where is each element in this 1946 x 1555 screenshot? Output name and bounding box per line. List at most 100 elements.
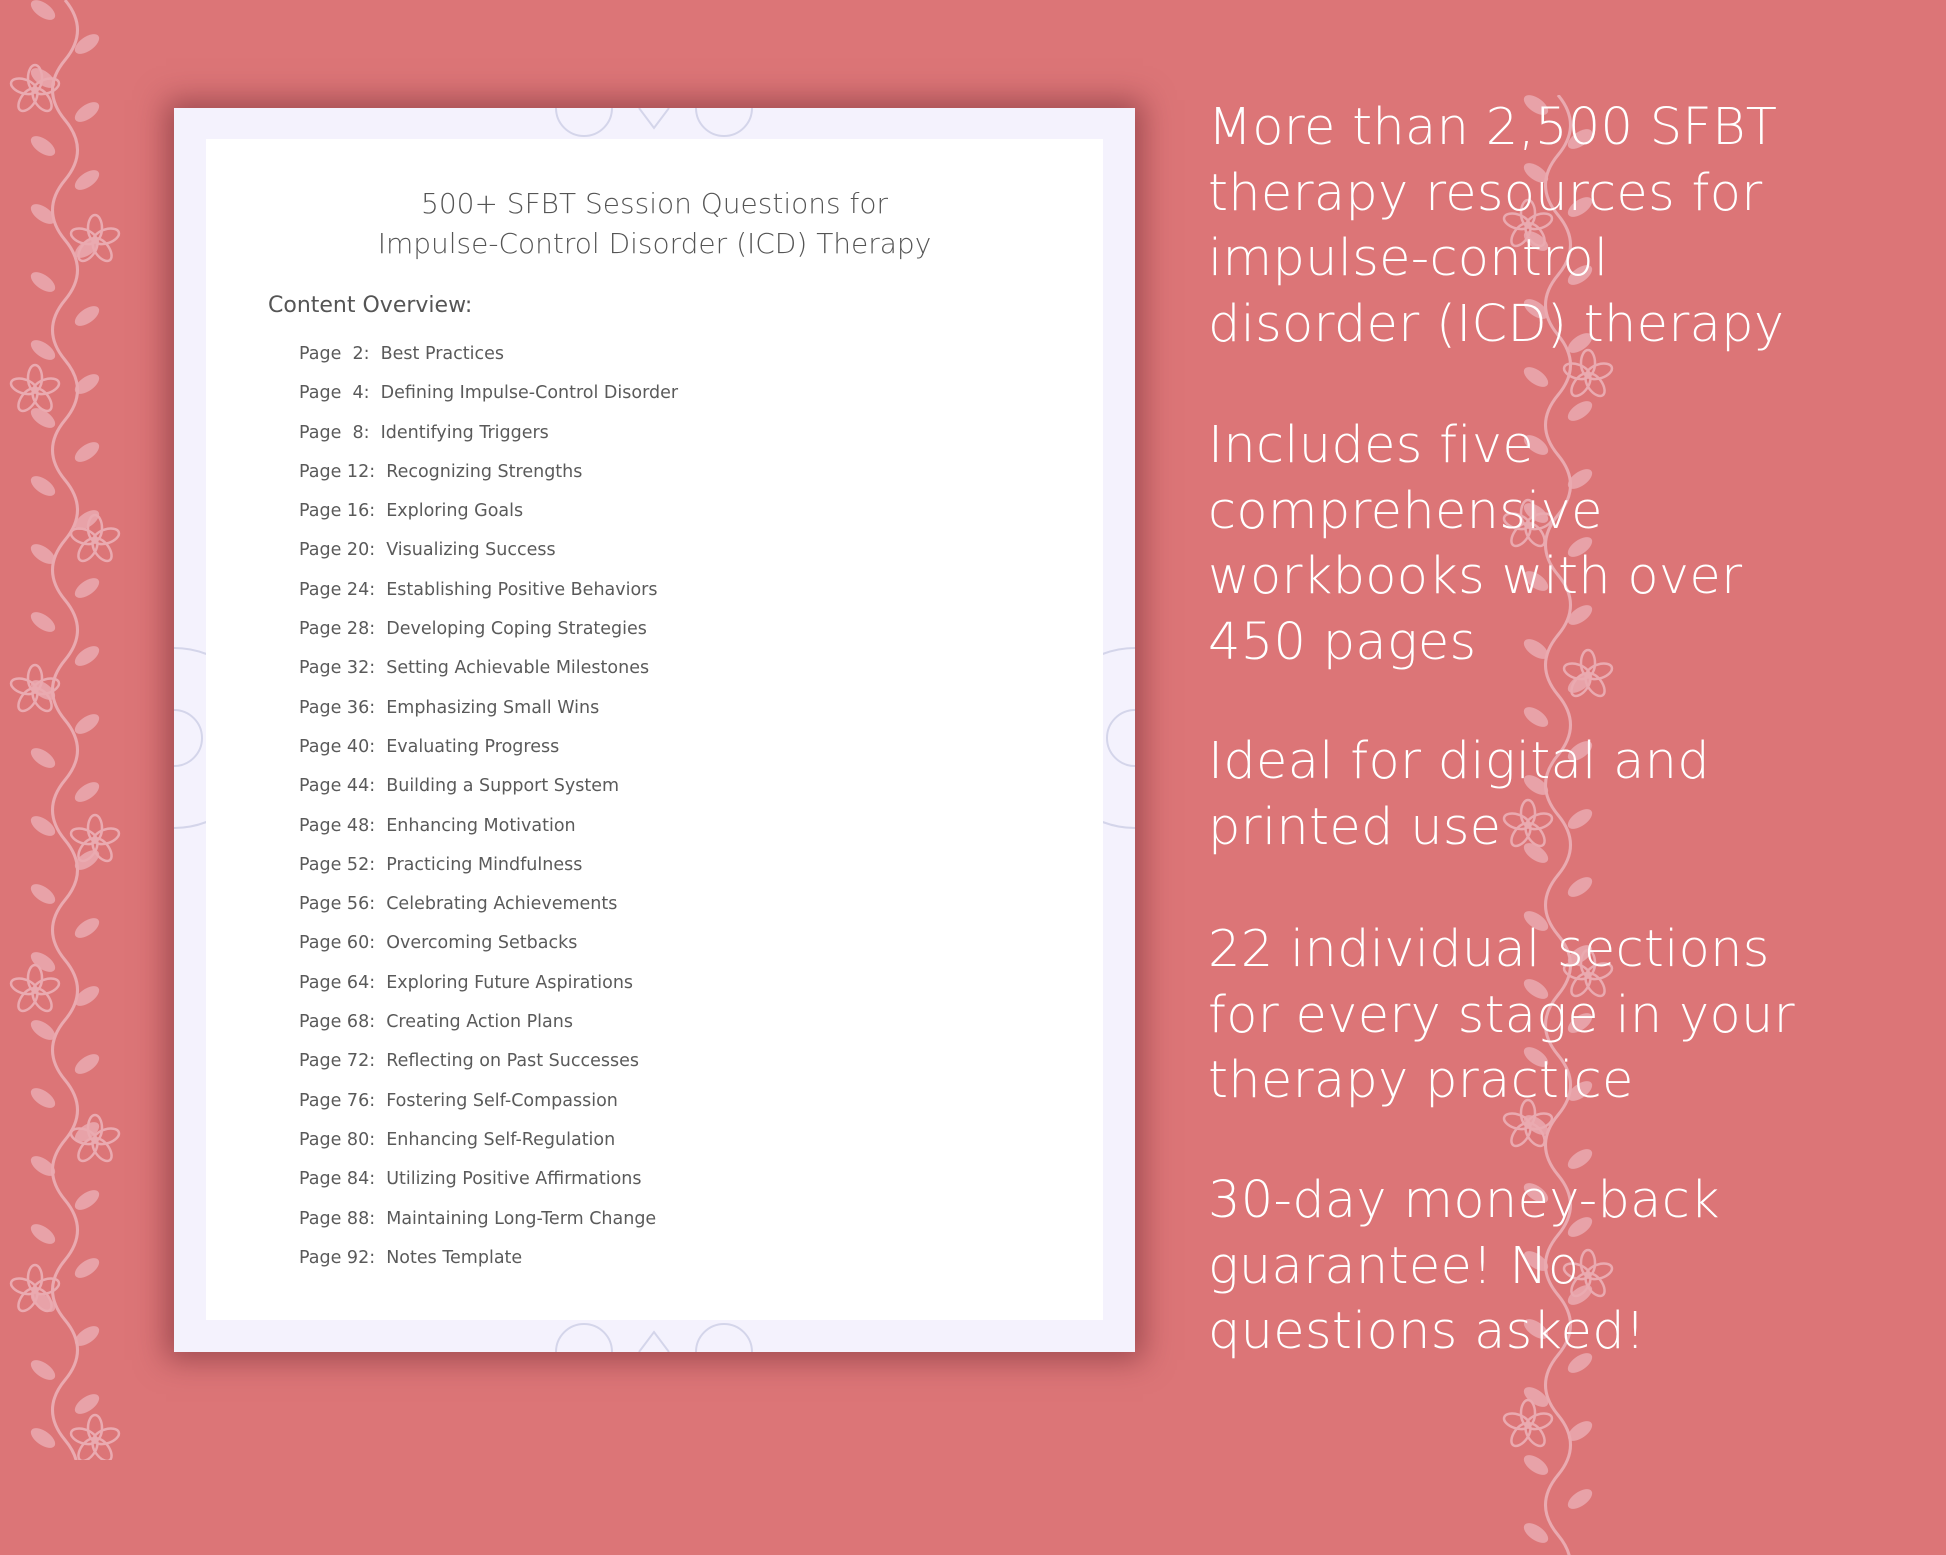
vine-leaf	[1523, 1523, 1549, 1543]
vine-leaf	[1567, 401, 1593, 421]
vine-leaf	[1523, 707, 1549, 727]
vine-flower	[1502, 1098, 1554, 1148]
feature-digital-printed: Ideal for digital and printed use	[1208, 732, 1710, 857]
vine-leaf	[1567, 1081, 1593, 1101]
toc-item: Page 72: Reflecting on Past Successes	[299, 1051, 639, 1072]
vine-leaf	[74, 646, 100, 666]
vine-leaf	[1523, 95, 1549, 115]
vine-leaf	[1523, 1251, 1549, 1271]
mandala-top-decoration	[555, 108, 753, 137]
vine-leaf	[1567, 1421, 1593, 1441]
vine-leaf	[1567, 469, 1593, 489]
vine-flower	[69, 513, 121, 563]
vine-leaf	[74, 578, 100, 598]
vine-stem	[1544, 95, 1572, 1555]
vine-leaf	[74, 986, 100, 1006]
vine-flower	[1502, 1398, 1554, 1448]
vine-flower	[1562, 948, 1614, 998]
toc-item: Page 44: Building a Support System	[299, 776, 620, 797]
vine-leaf	[1523, 1319, 1549, 1339]
vine-leaf	[1523, 299, 1549, 319]
vine-leaf	[74, 1326, 100, 1346]
mandala-right-decoration	[1103, 647, 1135, 829]
vine-leaf	[1567, 1489, 1593, 1509]
toc-item: Page 20: Visualizing Success	[299, 540, 556, 561]
vine-leaf	[30, 612, 56, 632]
vine-leaf	[30, 952, 56, 972]
vine-leaf	[1567, 809, 1593, 829]
vine-flower	[9, 963, 61, 1013]
vine-leaf	[1567, 1217, 1593, 1237]
vine-leaf	[1523, 639, 1549, 659]
toc-item: Page 8: Identifying Triggers	[299, 422, 549, 443]
toc-item: Page 92: Notes Template	[299, 1247, 523, 1268]
toc-item: Page 16: Exploring Goals	[299, 501, 524, 522]
vine-leaf	[1567, 877, 1593, 897]
vine-leaf	[74, 1054, 100, 1074]
vine-leaf	[1567, 605, 1593, 625]
floral-vine-right-decoration	[1502, 95, 1614, 1555]
toc-item: Page 64: Exploring Future Aspirations	[299, 972, 634, 993]
vine-flower	[9, 1263, 61, 1313]
vine-leaf	[1567, 1149, 1593, 1169]
vine-leaf	[74, 34, 100, 54]
mandala-left-decoration	[174, 647, 206, 829]
toc-item: Page 12: Recognizing Strengths	[299, 461, 583, 482]
vine-leaf	[74, 374, 100, 394]
vine-flower	[1562, 1248, 1614, 1298]
vine-leaf	[30, 1360, 56, 1380]
vine-leaf	[30, 1156, 56, 1176]
vine-stem	[51, 0, 79, 1460]
vine-leaf	[1523, 775, 1549, 795]
toc-item: Page 84: Utilizing Positive Affirmations	[299, 1169, 642, 1190]
document-preview: 500+ SFBT Session Questions for Impulse-…	[174, 108, 1135, 1352]
vine-flower	[1502, 198, 1554, 248]
vine-flower	[9, 663, 61, 713]
vine-leaf	[1523, 367, 1549, 387]
vine-leaf	[30, 1020, 56, 1040]
vine-leaf	[74, 918, 100, 938]
feature-resources: More than 2,500 SFBT therapy resources f…	[1208, 98, 1785, 354]
floral-vine-left-decoration	[9, 0, 121, 1460]
vine-leaf	[1567, 129, 1593, 149]
vine-leaf	[30, 544, 56, 564]
vine-leaf	[30, 816, 56, 836]
toc-item: Page 60: Overcoming Setbacks	[299, 933, 578, 954]
vine-leaf	[30, 204, 56, 224]
document-title: 500+ SFBT Session Questions for Impulse-…	[206, 184, 1103, 264]
vine-leaf	[74, 442, 100, 462]
toc-item: Page 80: Enhancing Self-Regulation	[299, 1129, 616, 1150]
toc-item: Page 36: Emphasizing Small Wins	[299, 697, 600, 718]
toc-item: Page 88: Maintaining Long-Term Change	[299, 1208, 657, 1229]
vine-leaf	[74, 306, 100, 326]
vine-leaf	[1523, 1047, 1549, 1067]
vine-flower	[1562, 648, 1614, 698]
vine-leaf	[1523, 435, 1549, 455]
vine-leaf	[74, 1122, 100, 1142]
vine-leaf	[74, 102, 100, 122]
table-of-contents: Page 2: Best Practices Page 4: Defining I…	[299, 344, 678, 1287]
feature-guarantee: 30-day money-back guarantee! No question…	[1208, 1171, 1720, 1362]
mandala-bottom-decoration	[555, 1323, 753, 1352]
vine-flower	[1502, 798, 1554, 848]
vine-flower	[69, 813, 121, 863]
toc-item: Page 32: Setting Achievable Milestones	[299, 658, 650, 679]
vine-leaf	[74, 170, 100, 190]
vine-leaf	[74, 714, 100, 734]
vine-leaf	[1523, 1183, 1549, 1203]
toc-item: Page 52: Practicing Mindfulness	[299, 854, 583, 875]
toc-item: Page 4: Defining Impulse-Control Disorde…	[299, 383, 679, 404]
vine-leaf	[30, 476, 56, 496]
vine-leaf	[30, 136, 56, 156]
document-title-line-1: 500+ SFBT Session Questions for	[421, 187, 888, 220]
vine-leaf	[74, 1190, 100, 1210]
vine-leaf	[1567, 333, 1593, 353]
vine-flower	[1502, 498, 1554, 548]
vine-leaf	[1523, 911, 1549, 931]
vine-flower	[9, 363, 61, 413]
vine-leaf	[1567, 265, 1593, 285]
document-title-line-2: Impulse-Control Disorder (ICD) Therapy	[377, 227, 932, 260]
vine-leaf	[30, 408, 56, 428]
vine-leaf	[1523, 163, 1549, 183]
vine-leaf	[30, 748, 56, 768]
